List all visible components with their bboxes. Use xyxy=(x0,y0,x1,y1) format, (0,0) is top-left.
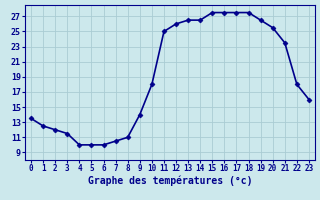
X-axis label: Graphe des températures (°c): Graphe des températures (°c) xyxy=(88,176,252,186)
